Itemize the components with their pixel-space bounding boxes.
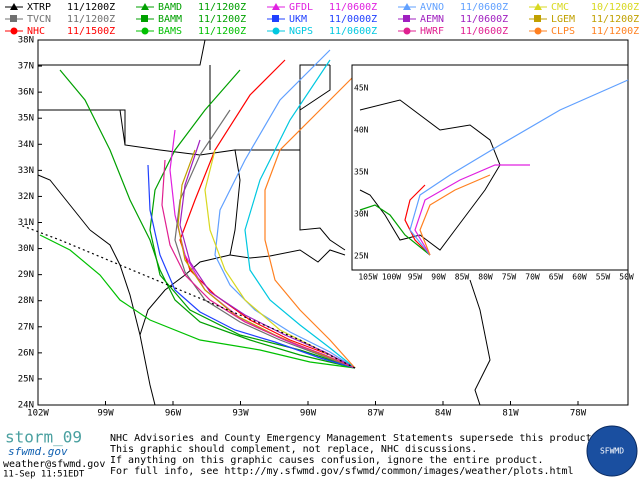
legend-marker [403,27,411,35]
legend-time: 11/1200Z [198,14,246,25]
lat-label: 33N [18,166,34,176]
logo-text: SFWMD [600,447,624,456]
storm-name: storm_09 [5,428,82,447]
site-logo: sfwmd.gov [8,445,68,458]
legend-marker [10,27,18,35]
legend-name: HWRF [420,26,444,37]
legend-name: NHC [27,26,45,37]
lat-label: 32N [18,192,34,202]
inset-lon-label: 65W [549,273,564,282]
lat-label: 37N [18,62,34,72]
lon-label: 84W [435,409,452,419]
inset-lon-label: 90W [431,273,446,282]
inset-lat-label: 30N [354,210,369,219]
legend-name: NGPS [289,26,313,37]
lat-label: 28N [18,296,34,306]
inset-lat-label: 35N [354,168,369,177]
legend-marker [272,3,280,10]
inset-lon-label: 55W [596,273,611,282]
inset-lat-label: 25N [354,252,369,261]
legend-time: 11/0600Z [329,26,377,37]
lat-label: 36N [18,88,34,98]
legend-marker [534,15,541,22]
inset-lat-label: 45N [354,84,369,93]
email: weather@sfwmd.gov [3,459,105,470]
legend-name: BAMM [158,14,182,25]
inset-lon-label: 85W [455,273,470,282]
inset-lon-label: 80W [478,273,493,282]
legend-name: CMC [551,2,569,13]
lat-label: 35N [18,114,34,124]
legend-time: 11/1200Z [67,2,115,13]
legend-name: BAMS [158,26,182,37]
legend-time: 11/1500Z [67,26,115,37]
legend-time: 11/0000Z [329,14,377,25]
legend-name: BAMD [158,2,182,13]
inset-lon-label: 60W [572,273,587,282]
lat-label: 26N [18,348,34,358]
lat-label: 25N [18,374,34,384]
lon-label: 93W [232,409,249,419]
legend-time: 11/0600Z [460,14,508,25]
legend-name: XTRP [27,2,51,13]
lat-label: 38N [18,36,34,46]
inset-lon-label: 100W [382,273,401,282]
inset-geography [359,79,629,256]
legend-name: AVNO [420,2,444,13]
legend-marker [141,15,148,22]
legend-name: AEMN [420,14,444,25]
legend-time: 11/0600Z [329,2,377,13]
inset-lon-label: 50W [619,273,634,282]
inset-lon-label: 75W [502,273,517,282]
inset-lat-label: 40N [354,126,369,135]
legend-marker [10,15,17,22]
date: 11-Sep 11:51EDT [3,470,85,480]
lon-label: 81W [502,409,519,419]
lat-label: 27N [18,322,34,332]
legend-name: GFDL [289,2,313,13]
lon-label: 90W [300,409,317,419]
logo-emblem [586,425,638,477]
legend-marker [403,15,410,22]
legend-marker [141,3,149,10]
legend-time: 11/1200Z [591,14,639,25]
legend-marker [10,3,18,10]
lon-label: 99W [97,409,114,419]
legend-time: 11/0600Z [460,26,508,37]
legend-time: 11/1200Z [198,2,246,13]
lon-label: 96W [165,409,182,419]
legend-time: 11/1200Z [67,14,115,25]
legend-name: TVCN [27,14,51,25]
legend-name: LGEM [551,14,575,25]
notice-1: This graphic should complement, not repl… [110,444,477,455]
legend-marker [403,3,411,10]
legend-marker [534,3,542,10]
inset-lon-label: 105W [358,273,377,282]
legend-time: 10/1200Z [591,2,639,13]
legend-time: 11/1200Z [198,26,246,37]
legend-marker [272,27,280,35]
lon-label: 102W [27,409,49,419]
inset-lon-label: 95W [408,273,423,282]
lat-label: 24N [18,401,34,411]
legend-marker [272,15,279,22]
forecast-tracks [19,49,361,369]
lat-label: 30N [18,244,34,254]
notice-0: NHC Advisories and County Emergency Mana… [110,433,598,444]
inset-lon-label: 70W [525,273,540,282]
lon-label: 78W [570,409,587,419]
legend-time: 11/0600Z [460,2,508,13]
legend-time: 11/1200Z [591,26,639,37]
legend-marker [534,27,542,35]
lon-label: 87W [367,409,384,419]
lat-label: 29N [18,270,34,280]
legend-marker [141,27,149,35]
lat-label: 31N [18,218,34,228]
legend-name: CLPS [551,26,575,37]
lat-label: 34N [18,140,34,150]
legend-name: UKM [289,14,307,25]
notice-2: If anything on this graphic causes confu… [110,455,543,466]
notice-3: For full info, see http://my.sfwmd.gov/s… [110,466,574,477]
